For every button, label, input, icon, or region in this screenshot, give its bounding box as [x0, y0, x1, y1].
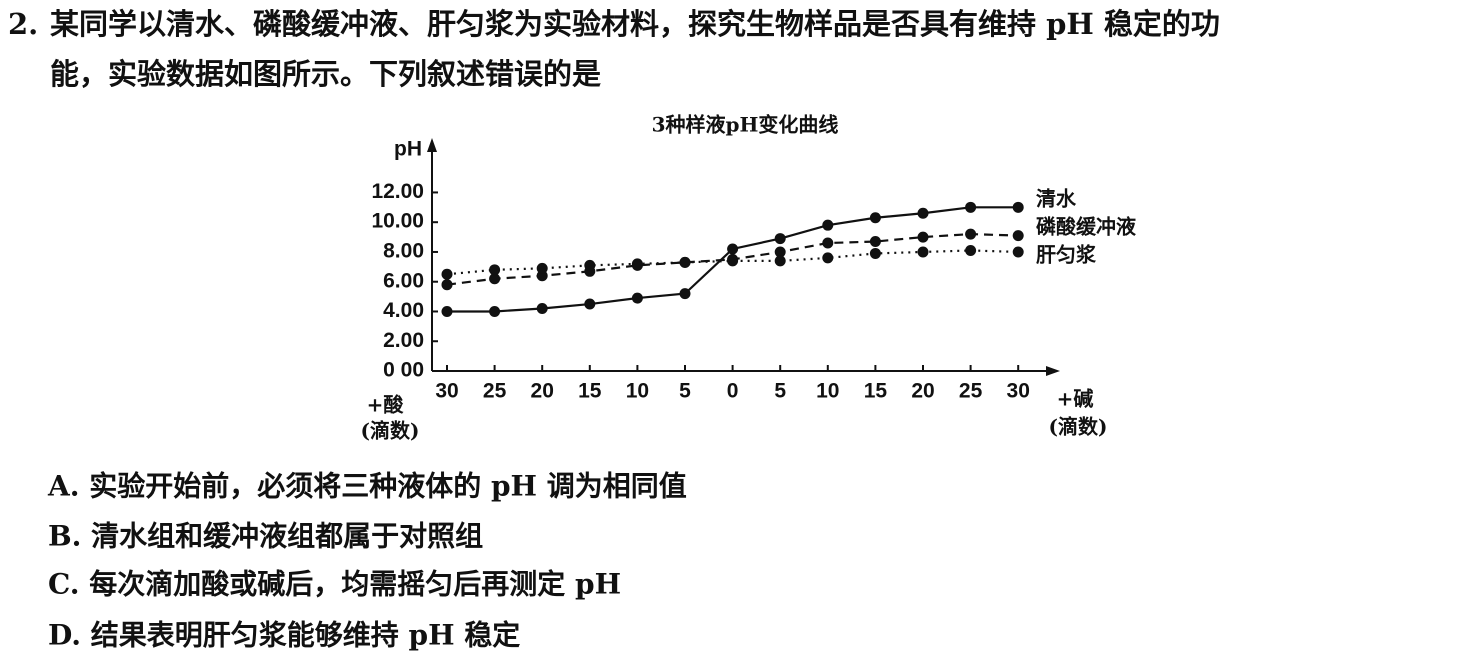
- data-point: [489, 305, 501, 317]
- data-point: [441, 305, 453, 317]
- x-left-label: +酸: [367, 393, 405, 417]
- data-point: [965, 244, 977, 256]
- data-point: [822, 219, 834, 231]
- x-tick-label: 30: [1007, 380, 1030, 403]
- series-label: 磷酸缓冲液: [1036, 215, 1137, 239]
- data-point: [774, 233, 786, 245]
- data-point: [631, 292, 643, 304]
- x-right-label: +碱: [1057, 387, 1094, 411]
- data-point: [584, 259, 596, 271]
- data-point: [489, 264, 501, 276]
- x-tick-label: 20: [911, 380, 934, 403]
- x-tick-label: 10: [816, 380, 839, 403]
- data-point: [1012, 201, 1024, 213]
- data-point: [774, 246, 786, 258]
- y-tick-label: 0 00: [383, 359, 424, 382]
- x-right-label: (滴数): [1049, 415, 1108, 439]
- x-tick-label: 25: [959, 380, 983, 403]
- question-text: 某同学以清水、磷酸缓冲液、肝匀浆为实验材料，探究生物样品是否具有维持 pH 稳定…: [50, 7, 1220, 41]
- x-tick-label: 10: [626, 380, 649, 403]
- x-tick-label: 20: [531, 380, 554, 403]
- chart-title: 3种样液pH变化曲线: [652, 113, 839, 137]
- option: A. 实验开始前，必须将三种液体的 pH 调为相同值: [47, 470, 687, 503]
- data-point: [727, 255, 739, 267]
- data-point: [584, 298, 596, 310]
- x-tick-label: 0: [727, 380, 739, 403]
- data-point: [441, 268, 453, 280]
- option: C. 每次滴加酸或碱后，均需摇匀后再测定 pH: [48, 568, 621, 601]
- x-tick-label: 5: [679, 380, 691, 403]
- x-tick-label: 30: [435, 380, 458, 403]
- data-point: [727, 243, 739, 255]
- data-point: [869, 212, 881, 224]
- data-point: [869, 247, 881, 259]
- data-point: [679, 288, 691, 300]
- x-tick-label: 5: [774, 380, 786, 403]
- data-point: [1012, 246, 1024, 258]
- data-point: [774, 255, 786, 267]
- question-number: 2.: [8, 7, 38, 41]
- option: D. 结果表明肝匀浆能够维持 pH 稳定: [48, 619, 520, 652]
- data-point: [679, 256, 691, 268]
- question-text: 能，实验数据如图所示。下列叙述错误的是: [50, 57, 601, 91]
- option: B. 清水组和缓冲液组都属于对照组: [48, 520, 483, 553]
- data-point: [631, 258, 643, 270]
- x-tick-label: 15: [864, 380, 888, 403]
- data-point: [536, 262, 548, 274]
- data-point: [917, 246, 929, 258]
- data-point: [965, 228, 977, 240]
- data-point: [869, 236, 881, 248]
- x-tick-label: 15: [578, 380, 602, 403]
- y-tick-label: 2.00: [383, 329, 424, 352]
- data-point: [822, 237, 834, 249]
- series-label: 清水: [1036, 187, 1077, 211]
- data-point: [917, 207, 929, 219]
- x-tick-label: 25: [483, 380, 507, 403]
- data-point: [965, 201, 977, 213]
- y-tick-label: 10.00: [371, 210, 424, 233]
- y-tick-label: 8.00: [383, 240, 424, 263]
- data-point: [536, 303, 548, 315]
- data-point: [441, 279, 453, 291]
- y-tick-label: 12.00: [371, 180, 424, 203]
- series-label: 肝匀浆: [1036, 243, 1097, 267]
- data-point: [822, 252, 834, 264]
- y-tick-label: 4.00: [383, 299, 424, 322]
- x-left-label: (滴数): [361, 419, 420, 443]
- data-point: [917, 231, 929, 243]
- y-tick-label: 6.00: [383, 269, 424, 292]
- x-arrow: [1046, 366, 1060, 376]
- y-arrow: [427, 138, 437, 152]
- y-axis-label: pH: [394, 138, 422, 161]
- data-point: [1012, 230, 1024, 242]
- data-point: [489, 273, 501, 285]
